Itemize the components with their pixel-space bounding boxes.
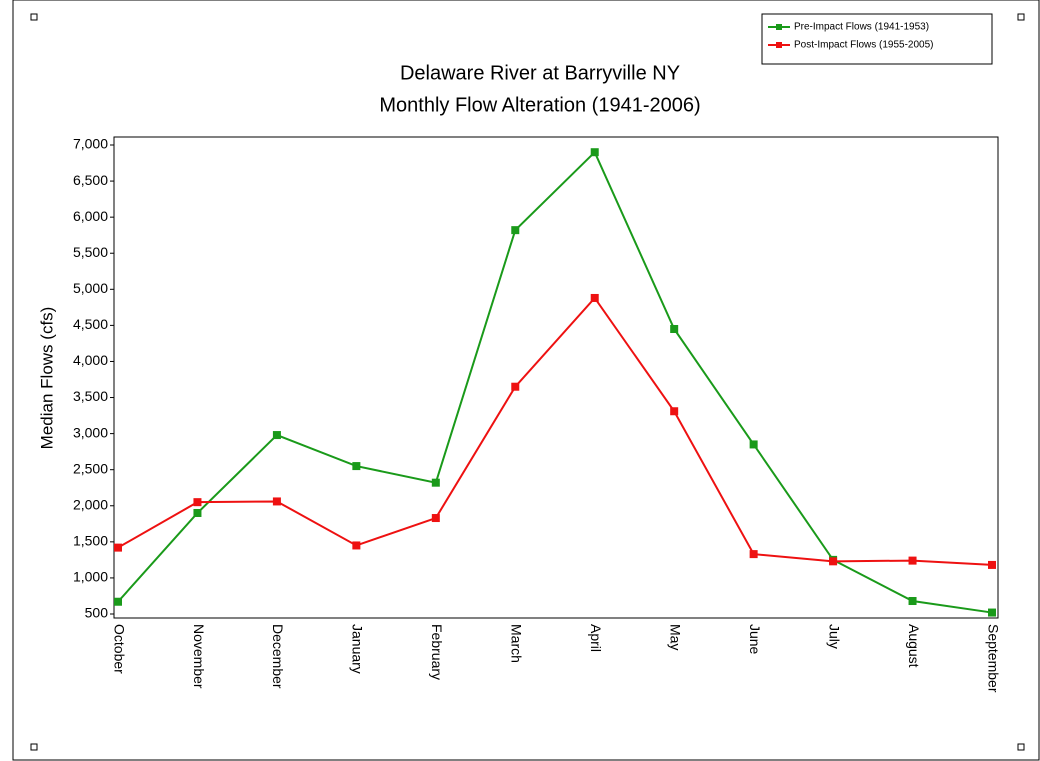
point [431,478,440,487]
y-tick-label: 3,500 [73,388,108,404]
y-tick-label: 1,000 [73,569,108,585]
point [988,560,996,569]
x-tick-label: August [906,624,922,668]
point [908,556,917,565]
x-tick-label: February [429,624,445,680]
x-tick-label: June [747,624,763,655]
legend [761,13,993,65]
x-tick-label: October [111,624,127,674]
point [590,293,599,302]
point [670,324,679,333]
y-tick-label: 6,500 [73,172,108,188]
x-tick-label: January [350,624,366,674]
point [670,407,679,416]
point [908,597,917,606]
point [749,440,758,449]
point [590,148,599,157]
point [829,557,838,566]
y-tick-label: 3,000 [73,424,108,440]
handles [30,13,1025,751]
legend-marker [776,42,782,48]
point [114,543,122,552]
y-tick-label: 2,500 [73,460,108,476]
point [511,226,520,235]
y-tick-label: 6,000 [73,208,108,224]
x-tick-label: December [270,624,286,689]
y-tick-label: 500 [85,605,109,621]
point [193,508,202,517]
point [988,608,996,617]
point [511,382,520,391]
x-tick-label: April [588,624,604,652]
x-tick-label: May [667,624,683,650]
legend-label: Pre-Impact Flows (1941-1953) [794,22,929,33]
legend-label: Post-Impact Flows (1955-2005) [794,40,934,51]
y-axis-label: Median Flows (cfs) [37,307,56,450]
y-tick-label: 1,500 [73,533,108,549]
point [352,462,361,471]
x-tick-label: July [826,624,842,649]
series-line [117,150,993,614]
point [114,597,122,606]
chart-title: Delaware River at Barryville NY [400,62,680,84]
plot-frame [113,136,999,619]
point [193,498,202,507]
y-tick-label: 2,000 [73,496,108,512]
point [352,541,361,550]
y-tick-label: 7,000 [73,136,108,152]
point [272,497,281,506]
x-tick-label: September [985,624,1001,693]
point [272,431,281,440]
chart-subtitle: Monthly Flow Alteration (1941-2006) [379,94,700,116]
point [749,550,758,559]
x-tick-label: March [509,624,525,663]
y-tick-label: 5,000 [73,280,108,296]
point [431,514,440,523]
x-tick-label: November [191,624,207,689]
series-line [117,296,993,566]
y-tick-label: 4,000 [73,352,108,368]
y-tick-label: 4,500 [73,316,108,332]
outer-frame [12,0,1040,761]
y-tick-label: 5,500 [73,244,108,260]
legend-marker [776,24,782,30]
